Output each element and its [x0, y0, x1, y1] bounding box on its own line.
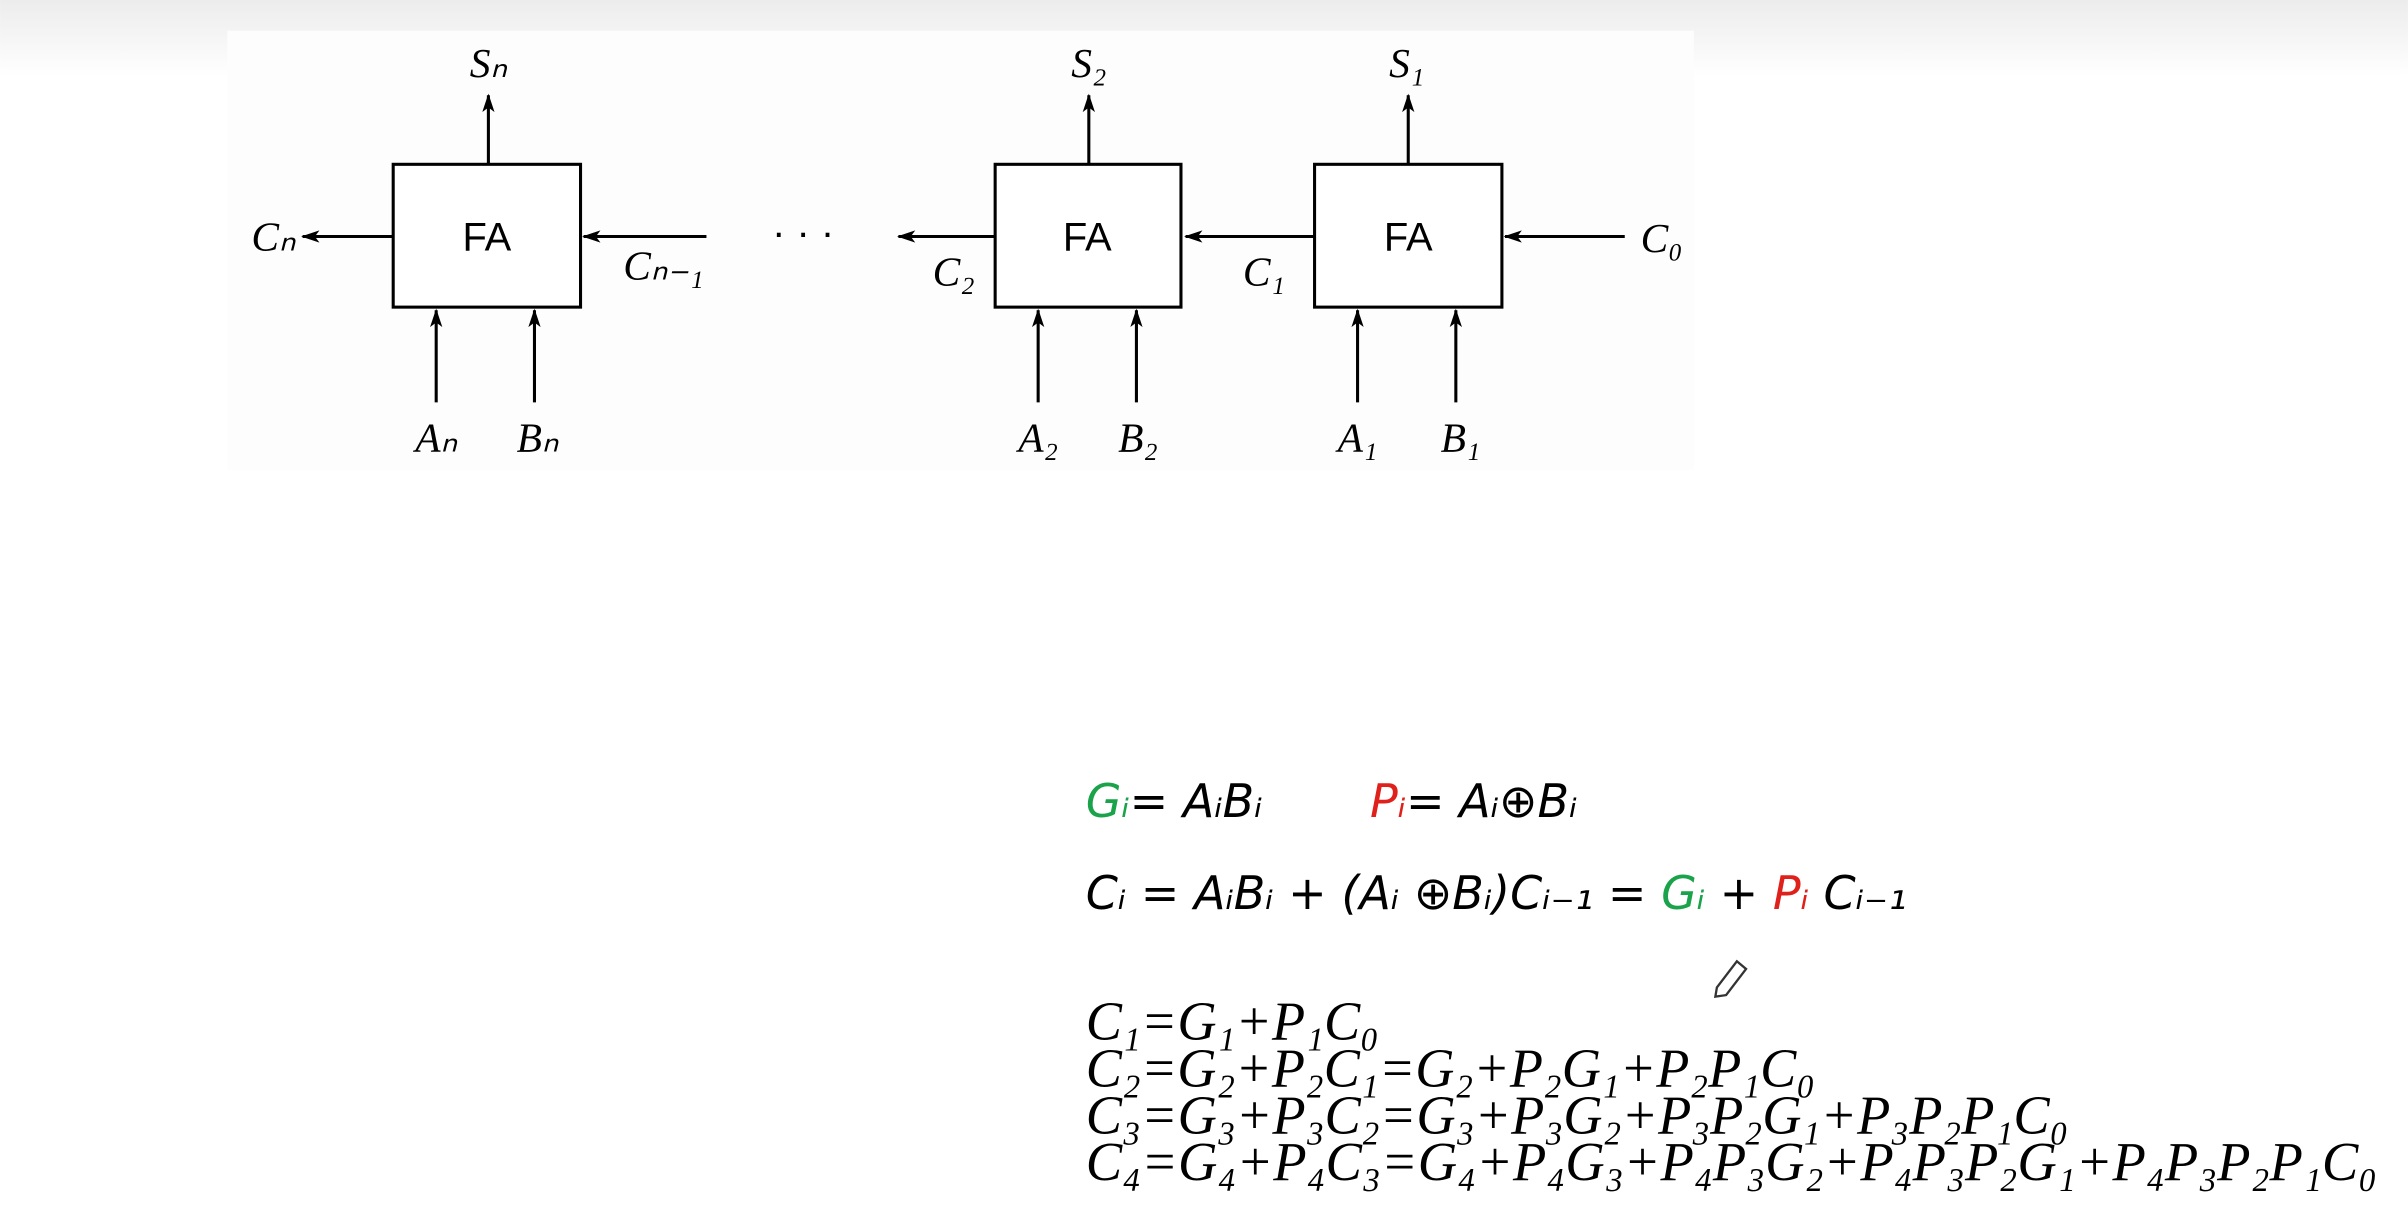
expansions: C₁=G₁+P₁C₀C₂=G₂+P₂C₁=G₂+P₂G₁+P₂P₁C₀C₃=G₃…: [1086, 991, 2377, 1193]
block-label: FA: [1063, 215, 1112, 259]
formula-part: Cᵢ₋₁: [1809, 866, 1907, 920]
fa-block: [391, 162, 583, 309]
pen-cursor: [1713, 959, 1748, 998]
formula-part: = AᵢBᵢ: [1130, 774, 1263, 828]
ellipsis: · · ·: [772, 211, 834, 255]
fa-block: [1313, 162, 1504, 309]
formula-part: +: [1705, 866, 1773, 920]
formula-part: Gᵢ: [1086, 774, 1130, 828]
formula-line: Cᵢ = AᵢBᵢ + (Aᵢ ⊕Bᵢ)Cᵢ₋₁ = Gᵢ + Pᵢ Cᵢ₋₁: [1086, 866, 1907, 920]
formula-part: Pᵢ: [1773, 866, 1809, 920]
input-label: A₂: [1015, 414, 1058, 460]
definitions: Gᵢ= AᵢBᵢ Pᵢ= Aᵢ⊕Bᵢ: [1086, 774, 1578, 828]
formula-part: Gᵢ: [1661, 866, 1705, 920]
sum-label: Sₙ: [470, 40, 508, 86]
input-label: A₁: [1335, 414, 1378, 460]
formula-line: Gᵢ= AᵢBᵢ Pᵢ= Aᵢ⊕Bᵢ: [1086, 774, 1578, 828]
input-label: B₂: [1118, 414, 1158, 460]
carry-label: Cₙ: [251, 213, 296, 259]
carry-label: C₀: [1641, 215, 1683, 261]
formula-part: Pᵢ: [1370, 774, 1406, 828]
expansion-line: C₄=G₄+P₄C₃=G₄+P₄G₃+P₄P₃G₂+P₄P₃P₂G₁+P₄P₃P…: [1086, 1131, 2377, 1192]
sum-label: S₁: [1389, 40, 1424, 86]
expansion-line: C₃=G₃+P₃C₂=G₃+P₃G₂+P₃P₂G₁+P₃P₂P₁C₀: [1086, 1084, 2069, 1145]
carry-label: C₁: [1243, 249, 1285, 295]
carry-label: Cₙ₋₁: [623, 242, 703, 288]
input-label: Aₙ: [412, 414, 457, 460]
formula-part: = Aᵢ⊕Bᵢ: [1406, 774, 1577, 828]
carry-formula: Cᵢ = AᵢBᵢ + (Aᵢ ⊕Bᵢ)Cᵢ₋₁ = Gᵢ + Pᵢ Cᵢ₋₁: [1086, 866, 1907, 920]
block-label: FA: [462, 215, 511, 259]
fa-block: [993, 162, 1183, 309]
sum-label: S₂: [1071, 40, 1106, 86]
block-label: FA: [1384, 215, 1433, 259]
input-label: B₁: [1441, 414, 1481, 460]
adder-diagram: FA Sₙ Aₙ Bₙ Cₙ Cₙ₋₁ · · · FA S₂ A₂ B₂ C₂…: [251, 40, 1682, 461]
formula-part: Cᵢ = AᵢBᵢ + (Aᵢ ⊕Bᵢ)Cᵢ₋₁ =: [1086, 866, 1661, 920]
input-label: Bₙ: [517, 414, 559, 460]
expansion-line: C₁=G₁+P₁C₀: [1086, 991, 1379, 1052]
expansion-line: C₂=G₂+P₂C₁=G₂+P₂G₁+P₂P₁C₀: [1086, 1037, 1815, 1098]
carry-label: C₂: [933, 249, 975, 295]
